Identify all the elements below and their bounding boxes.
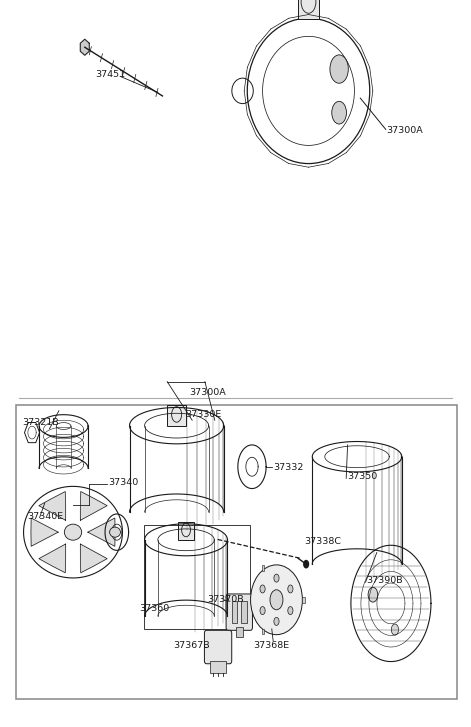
Polygon shape bbox=[80, 39, 89, 55]
Bar bbox=[302, 597, 305, 603]
Ellipse shape bbox=[251, 565, 302, 635]
Polygon shape bbox=[39, 544, 65, 573]
Text: 37340: 37340 bbox=[108, 478, 138, 486]
Text: 37300A: 37300A bbox=[386, 126, 423, 135]
Circle shape bbox=[288, 585, 293, 593]
Polygon shape bbox=[39, 491, 65, 521]
Ellipse shape bbox=[110, 527, 121, 537]
Text: 37360: 37360 bbox=[139, 604, 169, 613]
Ellipse shape bbox=[65, 524, 81, 540]
Bar bbox=[144, 525, 250, 629]
Circle shape bbox=[260, 606, 265, 614]
Circle shape bbox=[288, 606, 293, 614]
Text: 37321B: 37321B bbox=[22, 418, 58, 427]
Text: 37350: 37350 bbox=[347, 472, 377, 481]
Polygon shape bbox=[88, 518, 115, 546]
Bar bbox=[261, 629, 264, 634]
Text: 37332: 37332 bbox=[273, 463, 303, 472]
Text: 37390B: 37390B bbox=[366, 576, 403, 585]
Circle shape bbox=[330, 55, 349, 83]
Text: 37370B: 37370B bbox=[207, 595, 244, 603]
Circle shape bbox=[304, 561, 309, 568]
Text: 37451: 37451 bbox=[96, 71, 126, 79]
Text: 37300A: 37300A bbox=[189, 388, 226, 397]
Polygon shape bbox=[81, 491, 107, 521]
Bar bbox=[241, 601, 246, 623]
Circle shape bbox=[260, 585, 265, 593]
Circle shape bbox=[274, 617, 279, 625]
Bar bbox=[167, 406, 186, 426]
Bar bbox=[236, 627, 243, 637]
Polygon shape bbox=[31, 518, 58, 546]
Circle shape bbox=[270, 590, 283, 610]
Circle shape bbox=[368, 587, 378, 602]
Bar bbox=[298, 0, 319, 19]
FancyBboxPatch shape bbox=[204, 630, 232, 664]
Circle shape bbox=[391, 624, 398, 635]
Text: 37368E: 37368E bbox=[253, 641, 289, 650]
Circle shape bbox=[274, 574, 279, 582]
Bar bbox=[210, 661, 226, 673]
Bar bbox=[232, 601, 237, 623]
FancyBboxPatch shape bbox=[226, 594, 252, 630]
Bar bbox=[178, 522, 195, 539]
Circle shape bbox=[332, 101, 347, 124]
Polygon shape bbox=[81, 544, 107, 573]
Bar bbox=[16, 405, 457, 699]
Text: 37340E: 37340E bbox=[27, 512, 64, 521]
Text: 37338C: 37338C bbox=[304, 537, 341, 546]
Bar bbox=[261, 566, 264, 571]
Text: 37330E: 37330E bbox=[186, 410, 221, 419]
Text: 37367B: 37367B bbox=[173, 641, 210, 650]
